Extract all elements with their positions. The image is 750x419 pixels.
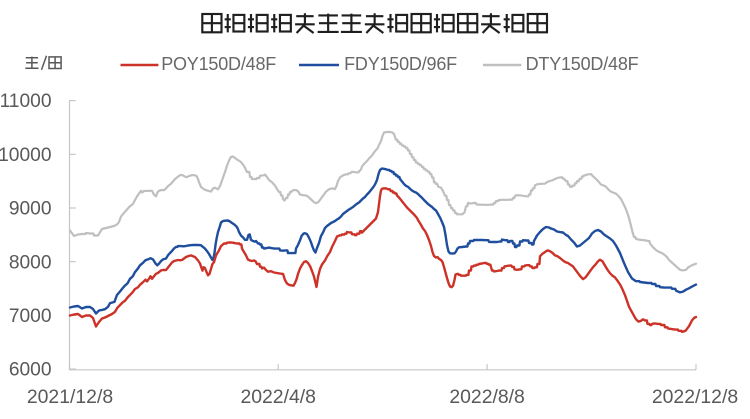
svg-text:DTY150D/48F: DTY150D/48F	[526, 54, 639, 74]
svg-text:10000: 10000	[0, 145, 52, 166]
svg-text:2022/8/8: 2022/8/8	[449, 386, 524, 408]
svg-text:9000: 9000	[9, 199, 52, 220]
svg-text:FDY150D/96F: FDY150D/96F	[344, 54, 457, 74]
svg-text:2022/4/8: 2022/4/8	[240, 386, 315, 408]
svg-text:2022/12/8: 2022/12/8	[652, 386, 738, 408]
svg-text:6000: 6000	[9, 360, 52, 381]
svg-text:11000: 11000	[0, 91, 52, 112]
svg-text:7000: 7000	[9, 306, 52, 327]
svg-text:2021/12/8: 2021/12/8	[27, 386, 113, 408]
svg-text:8000: 8000	[9, 252, 52, 273]
svg-text:POY150D/48F: POY150D/48F	[161, 54, 276, 74]
